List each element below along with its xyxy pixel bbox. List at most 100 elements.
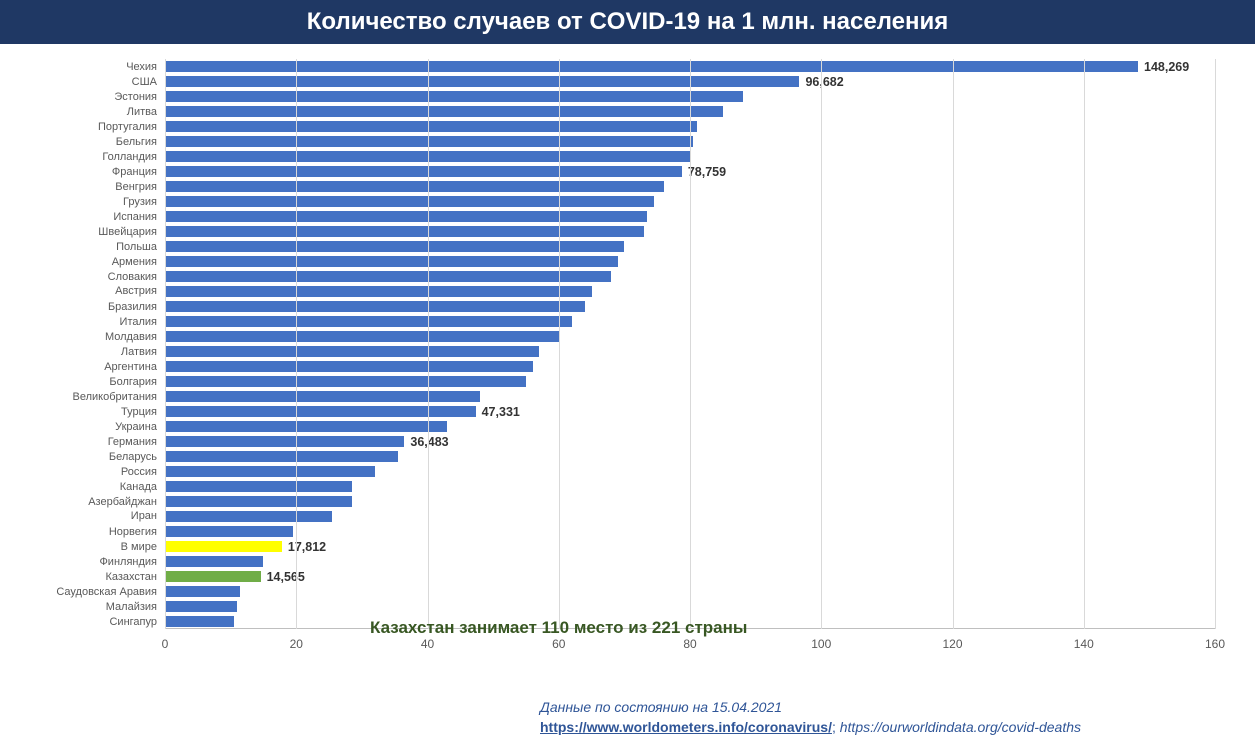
y-axis-label: Аргентина [104, 361, 165, 373]
grid-line [296, 59, 297, 629]
y-axis-label: Норвегия [109, 526, 165, 538]
bar [165, 571, 261, 582]
grid-line [953, 59, 954, 629]
grid-line [821, 59, 822, 629]
x-tick-label: 20 [290, 637, 303, 651]
bar [165, 256, 618, 267]
y-axis-label: Франция [112, 166, 165, 178]
y-axis-label: Финляндия [99, 556, 165, 568]
y-axis-label: Чехия [126, 61, 165, 73]
bar [165, 451, 398, 462]
x-tick-label: 40 [421, 637, 434, 651]
bar-value-label: 17,812 [282, 540, 326, 554]
bar-value-label: 78,759 [682, 165, 726, 179]
bar [165, 286, 592, 297]
grid-line [1084, 59, 1085, 629]
y-axis-label: Испания [113, 211, 165, 223]
y-axis-label: Турция [121, 406, 165, 418]
bar [165, 226, 644, 237]
bar-value-label: 14,565 [261, 570, 305, 584]
bar [165, 526, 293, 537]
bar-value-label: 148,269 [1138, 60, 1189, 74]
bar [165, 556, 263, 567]
bar [165, 241, 624, 252]
bar [165, 436, 404, 447]
x-tick-label: 100 [811, 637, 831, 651]
y-axis-label: Германия [108, 436, 165, 448]
date-footnote: Данные по состоянию на 15.04.2021 [540, 699, 782, 715]
y-axis-label: Саудовская Аравия [56, 586, 165, 598]
bar [165, 466, 375, 477]
y-axis-label: Италия [120, 316, 165, 328]
y-axis-label: Украина [115, 421, 165, 433]
grid-line [559, 59, 560, 629]
bar [165, 211, 647, 222]
y-axis-label: Армения [112, 256, 165, 268]
highlight-annotation: Казахстан занимает 110 место из 221 стра… [370, 618, 747, 638]
y-axis-label: Литва [127, 106, 165, 118]
bar [165, 616, 234, 627]
bar [165, 316, 572, 327]
chart-title-bar: Количество случаев от COVID-19 на 1 млн.… [0, 0, 1255, 44]
grid-line [165, 59, 166, 629]
x-tick-label: 60 [552, 637, 565, 651]
bar [165, 106, 723, 117]
bar-value-label: 47,331 [476, 405, 520, 419]
x-tick-label: 80 [683, 637, 696, 651]
y-axis-label: Польша [116, 241, 165, 253]
y-axis-label: Иран [131, 510, 165, 522]
y-axis-label: Австрия [115, 285, 165, 297]
bar [165, 61, 1138, 72]
y-axis-label: Болгария [109, 376, 165, 388]
bar [165, 166, 682, 177]
plot-area: Чехия148,269США96,682ЭстонияЛитваПортуга… [165, 59, 1215, 629]
y-axis-label: США [132, 76, 165, 88]
y-axis-label: Казахстан [105, 571, 165, 583]
bar [165, 271, 611, 282]
x-tick-label: 0 [162, 637, 169, 651]
bar [165, 181, 664, 192]
bar [165, 421, 447, 432]
grid-line [1215, 59, 1216, 629]
y-axis-label: Бразилия [108, 301, 165, 313]
bar [165, 496, 352, 507]
source-separator: ; [832, 719, 840, 735]
y-axis-label: Молдавия [105, 331, 165, 343]
bar [165, 346, 539, 357]
bar [165, 136, 693, 147]
bar [165, 586, 240, 597]
y-axis-label: В мире [121, 541, 165, 553]
source-link-2: https://ourworldindata.org/covid-deaths [840, 719, 1081, 735]
bar [165, 331, 559, 342]
bar [165, 511, 332, 522]
x-tick-label: 120 [942, 637, 962, 651]
y-axis-label: Канада [120, 481, 165, 493]
y-axis-label: Беларусь [109, 451, 165, 463]
bar [165, 196, 654, 207]
bar [165, 406, 476, 417]
bar [165, 391, 480, 402]
bar [165, 76, 799, 87]
bar [165, 301, 585, 312]
y-axis-label: Малайзия [106, 601, 165, 613]
bar [165, 541, 282, 552]
y-axis-label: Голландия [102, 151, 165, 163]
grid-line [428, 59, 429, 629]
bar [165, 481, 352, 492]
y-axis-label: Швейцария [98, 226, 165, 238]
y-axis-label: Грузия [123, 196, 165, 208]
bar [165, 361, 533, 372]
y-axis-label: Бельгия [116, 136, 165, 148]
y-axis-label: Сингапур [109, 616, 165, 628]
y-axis-label: Словакия [108, 271, 165, 283]
y-axis-label: Эстония [114, 91, 165, 103]
y-axis-label: Венгрия [115, 181, 165, 193]
x-tick-label: 160 [1205, 637, 1225, 651]
bar [165, 601, 237, 612]
x-tick-label: 140 [1074, 637, 1094, 651]
y-axis-label: Великобритания [73, 391, 165, 403]
source-link-1[interactable]: https://www.worldometers.info/coronaviru… [540, 719, 832, 735]
y-axis-label: Азербайджан [88, 496, 165, 508]
y-axis-label: Португалия [98, 121, 165, 133]
source-links: https://www.worldometers.info/coronaviru… [540, 719, 1081, 735]
